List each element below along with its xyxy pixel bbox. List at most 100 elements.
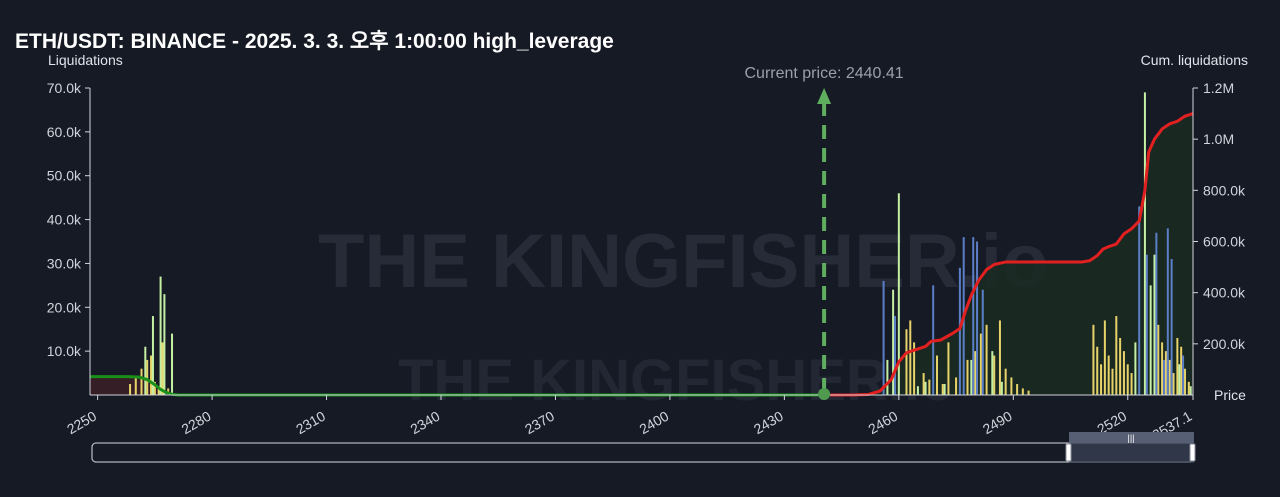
bar-s2-8	[1138, 206, 1141, 395]
bar-s0-43	[1168, 359, 1171, 395]
bar-s0-10	[909, 320, 912, 395]
y-right-tick-label-0: 200.0k	[1203, 336, 1246, 352]
bar-s0-45	[1176, 337, 1179, 395]
short-cum-line	[830, 112, 1194, 397]
x-tick-label-1: 2280	[179, 408, 214, 438]
bar-s1-3	[163, 294, 166, 395]
bar-s0-35	[1115, 316, 1118, 395]
navigator-grip-icon[interactable]: |||	[1127, 433, 1134, 443]
bar-s1-13	[1000, 381, 1003, 395]
bar-s0-44	[1172, 373, 1175, 395]
bar-s2-6	[976, 241, 979, 395]
y-left-tick-label-0: 10.0k	[47, 343, 82, 359]
bar-s0-5	[153, 381, 156, 395]
bar-s1-14	[1134, 342, 1137, 395]
bar-s0-31	[1100, 364, 1103, 395]
bar-s0-47	[1183, 368, 1186, 395]
y-right-tick-label-4: 1.0M	[1203, 131, 1234, 147]
bar-s1-16	[1149, 285, 1152, 395]
current-price-arrow-icon	[817, 88, 832, 104]
bar-s0-26	[1016, 384, 1019, 395]
bar-s1-2	[159, 276, 162, 395]
bar-s0-42	[1164, 351, 1167, 395]
bar-s0-0	[129, 384, 132, 395]
bar-s0-34	[1111, 368, 1114, 395]
bar-s0-17	[955, 377, 958, 395]
bar-s0-48	[1187, 381, 1190, 395]
bar-s1-6	[892, 289, 895, 395]
bar-s1-0	[144, 346, 147, 395]
bar-s2-9	[1145, 254, 1148, 395]
bar-s0-18	[966, 359, 969, 395]
bar-s1-18	[1178, 364, 1181, 395]
current-price-label: Current price: 2440.41	[744, 65, 903, 82]
bar-s1-11	[970, 359, 973, 395]
bar-s0-15	[941, 384, 944, 395]
bar-s0-1	[134, 377, 137, 395]
bar-s1-15	[1143, 92, 1146, 395]
range-navigator[interactable]: |||	[91, 432, 1196, 463]
bar-s0-24	[1004, 368, 1007, 395]
watermark-text-upper: THE KINGFISHER.io	[318, 219, 1048, 304]
y-left-tick-label-5: 60.0k	[47, 124, 82, 140]
bar-s0-29	[1092, 324, 1095, 395]
y-ticks-left: 10.0k 20.0k 30.0k 40.0k 50.0k 60.0k 70.0k	[47, 80, 90, 359]
navigator-handle-right[interactable]	[1189, 443, 1196, 462]
bar-s2-0	[882, 280, 885, 395]
bar-s2-10	[1155, 232, 1158, 395]
bar-s0-6	[157, 386, 160, 395]
bar-s1-4	[171, 333, 174, 395]
current-price-marker: Current price: 2440.41	[744, 65, 904, 400]
y-axis-left-label: Liquidations	[48, 52, 123, 68]
x-axis-label: Price	[1214, 387, 1246, 403]
y-left-tick-label-6: 70.0k	[47, 80, 82, 96]
bar-s1-9	[924, 381, 927, 395]
bar-s0-37	[1122, 351, 1125, 395]
navigator-grip-top[interactable]	[1069, 432, 1194, 443]
y-right-tick-label-2: 600.0k	[1203, 234, 1246, 250]
x-tick-label-2: 2310	[293, 408, 328, 438]
bar-s0-7	[161, 342, 164, 395]
bar-s0-14	[935, 355, 938, 395]
bar-s0-3	[146, 359, 149, 395]
y-left-tick-label-4: 50.0k	[47, 168, 82, 184]
bar-s0-21	[985, 324, 988, 395]
short-cum-area	[830, 113, 1193, 395]
x-tick-label-0: 2250	[64, 408, 99, 438]
bar-s0-4	[150, 355, 153, 395]
navigator-handle-left[interactable]	[1065, 443, 1072, 462]
bar-s0-38	[1126, 364, 1129, 395]
bar-s0-36	[1119, 337, 1122, 395]
bar-s2-12	[1166, 228, 1169, 395]
bar-s2-7	[981, 289, 984, 395]
bar-s0-40	[1157, 324, 1160, 395]
bar-s0-12	[922, 373, 925, 395]
y-right-tick-label-5: 1.2M	[1203, 80, 1234, 96]
watermark-text-lower: THE KINGFISHER.io	[398, 348, 955, 413]
watermark: THE KINGFISHER.io THE KINGFISHER.io	[318, 219, 1048, 413]
bar-s1-1	[151, 316, 154, 395]
y-left-tick-label-2: 30.0k	[47, 255, 82, 271]
bar-s0-39	[1130, 373, 1133, 395]
bar-s0-41	[1161, 342, 1164, 395]
bar-s1-10	[943, 384, 946, 395]
bar-s0-22	[993, 355, 996, 395]
bar-s0-28	[1027, 390, 1030, 395]
bar-s1-7	[897, 193, 900, 395]
bar-s1-12	[991, 351, 994, 395]
y-axis-right-label: Cum. liquidations	[1141, 52, 1248, 68]
bar-s0-32	[1103, 320, 1106, 395]
y-right-tick-label-3: 800.0k	[1203, 182, 1246, 198]
bar-s2-3	[958, 267, 961, 395]
bar-s0-23	[998, 320, 1001, 395]
bar-s2-5	[972, 237, 975, 395]
y-left-tick-label-1: 20.0k	[47, 299, 82, 315]
bar-s0-9	[905, 329, 908, 395]
bar-s0-19	[974, 351, 977, 395]
y-right-tick-label-1: 400.0k	[1203, 285, 1246, 301]
bar-s2-13	[1170, 259, 1173, 395]
navigator-track[interactable]	[91, 442, 1194, 463]
bar-s0-2	[140, 368, 143, 395]
bar-s1-17	[1153, 254, 1156, 395]
